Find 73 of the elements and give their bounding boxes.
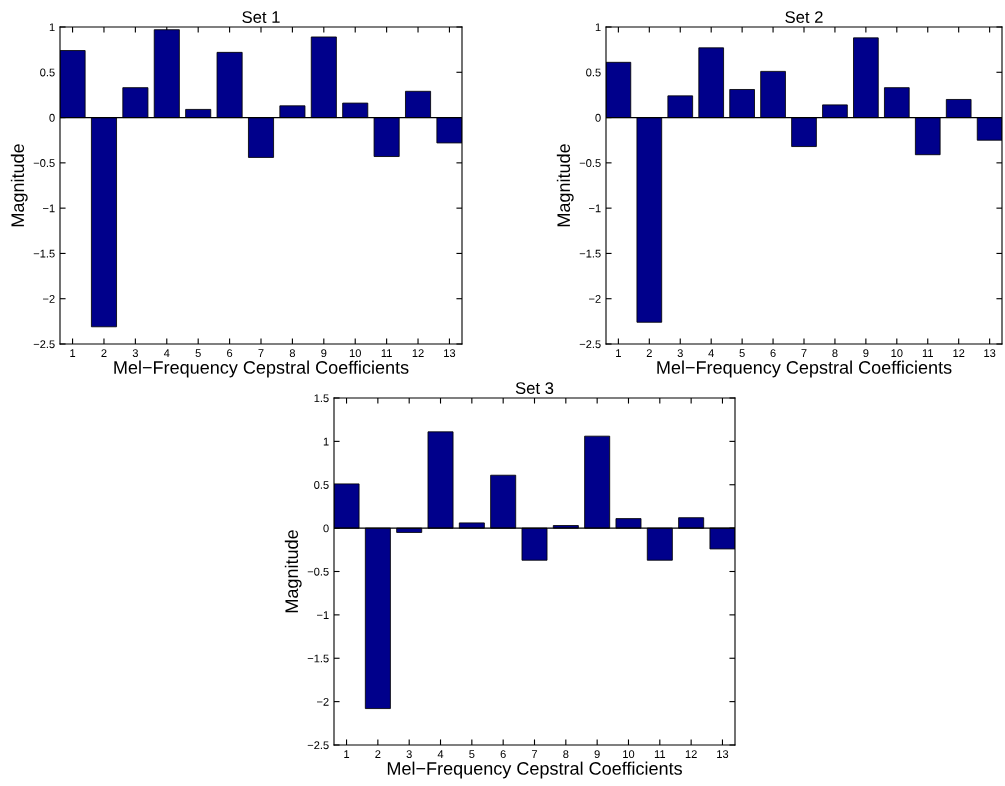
- x-tick-label: 3: [677, 349, 683, 358]
- y-tick-label: 1: [595, 23, 601, 32]
- y-tick-label: −1: [317, 611, 329, 619]
- x-tick-label: 6: [500, 750, 506, 759]
- y-tick-label: 1: [323, 437, 329, 446]
- y-tick-label: 0.5: [314, 481, 329, 489]
- y-tick-label: 0: [595, 113, 601, 122]
- x-axis-title: Mel−Frequency Cepstral Coefficients: [657, 360, 952, 378]
- x-tick-label: 4: [437, 750, 444, 758]
- x-tick-label: 12: [685, 750, 697, 758]
- y-tick-label: −0.5: [307, 567, 329, 576]
- x-tick-label: 2: [101, 349, 107, 357]
- y-tick-label: −2.5: [33, 340, 55, 349]
- chart-title: Set 2: [785, 11, 823, 23]
- x-tick-label: 1: [616, 349, 621, 357]
- x-tick-label: 1: [70, 349, 76, 357]
- x-tick-label: 5: [469, 750, 475, 759]
- x-tick-label: 7: [258, 349, 264, 357]
- y-tick-label: 0: [49, 113, 55, 122]
- y-tick-label: −2: [589, 294, 601, 303]
- x-tick-label: 2: [375, 750, 381, 758]
- x-tick-label: 13: [717, 750, 729, 759]
- x-tick-label: 5: [195, 349, 201, 358]
- x-tick-label: 10: [349, 349, 361, 358]
- x-tick-label: 2: [646, 349, 652, 357]
- y-tick-label: 0.5: [586, 68, 601, 77]
- x-tick-label: 3: [132, 349, 138, 358]
- x-axis-title: Mel−Frequency Cepstral Coefficients: [387, 761, 682, 779]
- y-tick-label: −1: [589, 204, 601, 213]
- y-tick-label: −2.5: [579, 340, 601, 349]
- x-tick-label: 6: [770, 349, 776, 358]
- y-tick-label: −1.5: [579, 249, 601, 258]
- y-tick-label: −2: [43, 294, 55, 303]
- x-tick-label: 4: [708, 349, 714, 357]
- chart-title: Set 3: [515, 382, 554, 394]
- x-tick-label: 8: [563, 750, 569, 759]
- x-tick-label: 6: [227, 349, 233, 358]
- y-tick-label: −0.5: [579, 159, 601, 167]
- y-tick-label: −2: [317, 697, 329, 706]
- y-tick-label: −1: [43, 204, 55, 213]
- y-tick-label: 0: [323, 524, 329, 533]
- x-tick-label: 12: [953, 349, 965, 357]
- x-tick-label: 13: [444, 349, 456, 358]
- x-tick-label: 3: [406, 750, 412, 759]
- x-tick-label: 9: [594, 750, 600, 759]
- x-tick-label: 11: [922, 349, 933, 357]
- y-tick-label: −0.5: [33, 159, 55, 167]
- x-tick-label: 9: [321, 349, 327, 358]
- x-tick-label: 11: [381, 349, 392, 357]
- x-tick-label: 7: [801, 349, 807, 357]
- y-tick-label: −2.5: [307, 741, 329, 750]
- x-tick-label: 5: [739, 349, 745, 358]
- x-tick-label: 13: [984, 349, 996, 358]
- y-axis-title: Magnitude: [284, 530, 302, 613]
- y-tick-label: −1.5: [33, 249, 55, 258]
- y-axis-title: Magnitude: [556, 144, 574, 227]
- x-axis-title: Mel−Frequency Cepstral Coefficients: [114, 360, 409, 378]
- y-axis-title: Magnitude: [10, 144, 28, 227]
- x-tick-label: 11: [654, 750, 666, 758]
- y-tick-label: 0.5: [40, 68, 55, 77]
- y-tick-label: 1: [49, 23, 55, 32]
- y-tick-label: −1.5: [307, 654, 329, 663]
- x-tick-label: 12: [412, 349, 424, 357]
- x-tick-label: 1: [344, 750, 350, 758]
- y-tick-label: 1.5: [314, 394, 329, 403]
- x-tick-label: 4: [163, 349, 170, 357]
- x-tick-label: 10: [623, 750, 635, 759]
- x-tick-label: 8: [289, 349, 296, 358]
- x-tick-label: 7: [531, 750, 538, 758]
- x-tick-label: 9: [863, 349, 869, 358]
- x-tick-label: 8: [832, 349, 838, 358]
- chart-title: Set 1: [242, 11, 280, 23]
- x-tick-label: 10: [891, 349, 903, 358]
